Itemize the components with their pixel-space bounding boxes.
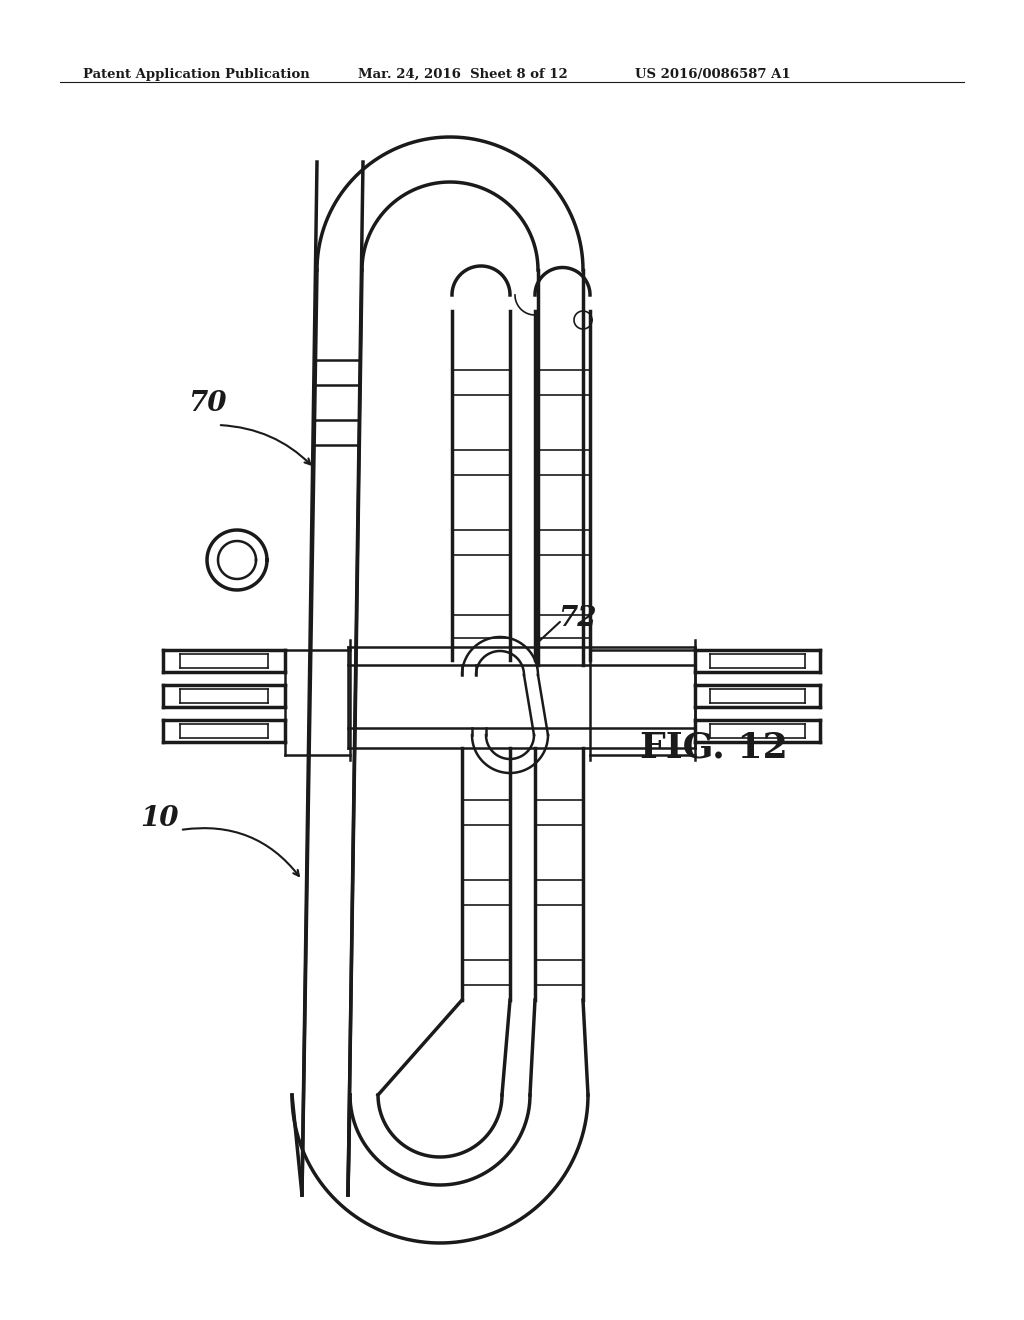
Text: Mar. 24, 2016  Sheet 8 of 12: Mar. 24, 2016 Sheet 8 of 12 (358, 69, 567, 81)
Text: 10: 10 (140, 805, 178, 832)
Text: 70: 70 (188, 389, 226, 417)
Text: US 2016/0086587 A1: US 2016/0086587 A1 (635, 69, 791, 81)
Text: 72: 72 (558, 605, 597, 632)
Text: Patent Application Publication: Patent Application Publication (83, 69, 309, 81)
Text: FIG. 12: FIG. 12 (640, 730, 787, 764)
